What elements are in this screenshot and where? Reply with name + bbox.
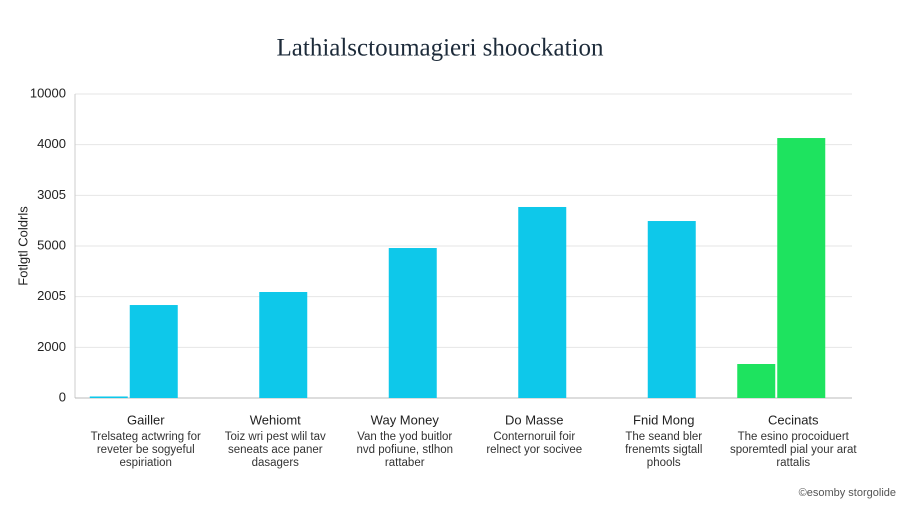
category-description: Trelsateg actwring for: [91, 431, 201, 443]
y-tick-label: 10000: [30, 85, 66, 100]
category-description: frenemts sigtall: [625, 444, 702, 456]
chart-title: Lathialsctoumagieri shoockation: [277, 35, 604, 62]
category-description: rattalis: [776, 457, 810, 469]
category-description: espiriation: [120, 457, 172, 469]
x-tick-label: Do Masse: [505, 412, 564, 427]
category-description: rattaber: [385, 457, 425, 469]
y-tick-label: 0: [59, 389, 66, 404]
category-description: The esino procoiduert: [738, 431, 850, 443]
y-tick-label: 2000: [37, 339, 66, 354]
bar: [737, 364, 776, 398]
category-description: Van the yod buitlor: [357, 431, 452, 443]
footer: ©esomby storgolide: [799, 487, 896, 499]
category-description: relnect yor socivee: [486, 444, 582, 456]
x-tick-label: Fnid Mong: [633, 412, 694, 427]
bar: [777, 138, 826, 398]
y-tick-label: 3005: [37, 187, 66, 202]
bar: [518, 206, 567, 398]
bar: [259, 292, 308, 398]
x-tick-label: Cecinats: [768, 412, 819, 427]
category-description: The seand bler: [625, 431, 702, 443]
bar: [89, 396, 128, 398]
category-description: dasagers: [252, 457, 300, 469]
bar: [388, 248, 437, 398]
y-tick-label: 2005: [37, 288, 66, 303]
x-tick-label: Way Money: [371, 412, 440, 427]
x-tick-label: Wehiomt: [250, 412, 301, 427]
bar: [647, 221, 696, 398]
category-description: sporemtedl pial your arat: [730, 444, 857, 456]
category-description: Toiz wri pest wlil tav: [225, 431, 326, 443]
y-tick-label: 5000: [37, 237, 66, 252]
bar: [129, 305, 178, 398]
category-description: Conternoruil foir: [493, 431, 575, 443]
category-description: seneats ace paner: [228, 444, 323, 456]
y-axis-label: Fotlgtl Coldrls: [15, 206, 30, 286]
y-tick-label: 4000: [37, 136, 66, 151]
x-tick-label: Gailler: [127, 412, 165, 427]
category-description: nvd pofiune, stlhon: [356, 444, 453, 456]
category-description: phools: [647, 457, 681, 469]
category-description: reveter be sogyeful: [97, 444, 195, 456]
